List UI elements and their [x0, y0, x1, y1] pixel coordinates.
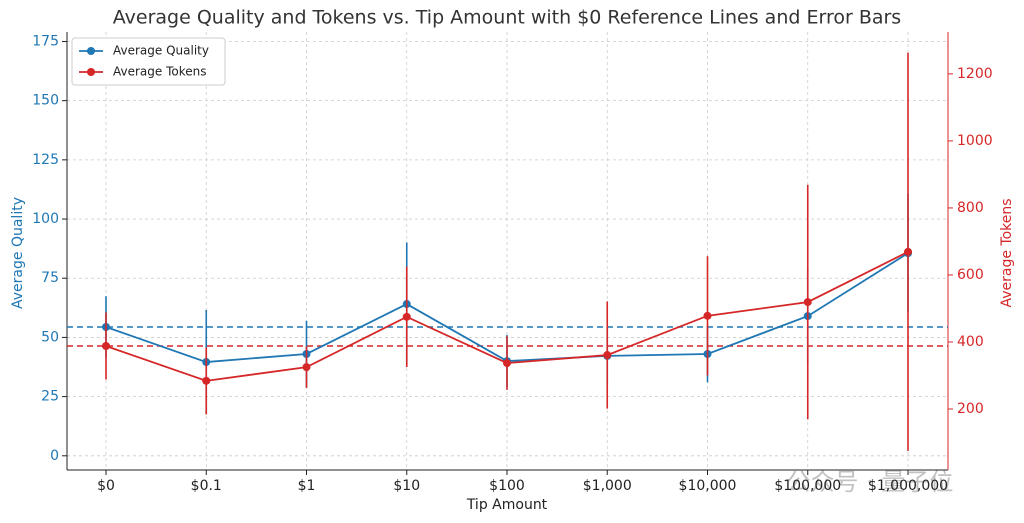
x-tick-label: $1,000,000 — [868, 478, 948, 494]
y2-tick-label: 400 — [957, 334, 984, 350]
y2-tick-label: 200 — [957, 401, 984, 417]
x-tick-label: $1,000 — [583, 478, 632, 494]
point — [503, 359, 511, 368]
x-tick-label: $10,000 — [679, 478, 737, 494]
point — [904, 247, 912, 256]
x-axis-label: Tip Amount — [466, 497, 548, 513]
x-tick-label: $0 — [97, 478, 115, 494]
legend-marker — [87, 47, 95, 55]
y2-axis-label: Average Tokens — [999, 198, 1015, 307]
legend-marker — [87, 68, 95, 76]
point — [302, 363, 311, 372]
chart-title: Average Quality and Tokens vs. Tip Amoun… — [113, 7, 901, 29]
y-axis-label: Average Quality — [10, 197, 26, 309]
legend: Average Quality Average Tokens — [71, 37, 226, 86]
point — [803, 298, 812, 307]
y-tick-label: 0 — [50, 448, 59, 464]
legend-label: Average Quality — [113, 44, 209, 58]
y-tick-label: 25 — [41, 389, 59, 405]
y2-tick-label: 1000 — [957, 133, 993, 149]
x-tick-label: $100 — [489, 478, 525, 494]
x-tick-label: $0.1 — [191, 478, 222, 494]
y-tick-label: 175 — [32, 33, 59, 49]
x-tick-label: $1 — [298, 478, 316, 494]
point — [603, 351, 612, 360]
y-tick-label: 150 — [32, 93, 59, 109]
point — [102, 342, 110, 351]
point — [703, 311, 712, 320]
point — [202, 376, 211, 385]
y2-tick-label: 1200 — [957, 66, 993, 82]
legend-label: Average Tokens — [113, 65, 207, 79]
y-tick-label: 50 — [41, 329, 59, 345]
watermark: 公众号 · 量子位 — [787, 468, 954, 496]
x-tick-label: $100,000 — [774, 478, 841, 494]
point — [402, 312, 411, 321]
y-tick-label: 125 — [32, 152, 59, 168]
y2-tick-label: 800 — [957, 200, 984, 216]
y-tick-label: 75 — [41, 270, 59, 286]
y2-tick-label: 600 — [957, 267, 984, 283]
legend-box — [71, 37, 226, 86]
y-tick-label: 100 — [32, 211, 59, 227]
x-tick-label: $10 — [393, 478, 420, 494]
